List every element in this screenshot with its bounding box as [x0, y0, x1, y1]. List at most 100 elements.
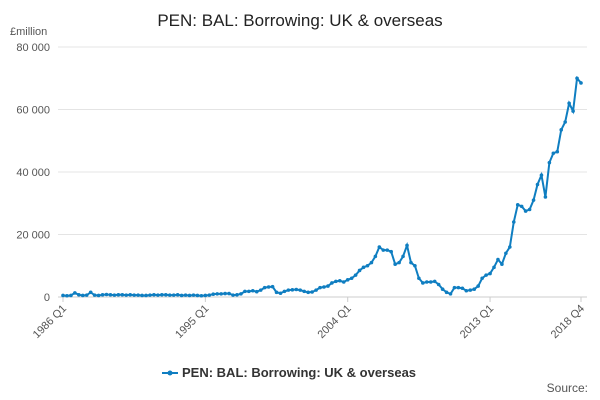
- data-point: [124, 293, 129, 297]
- data-point: [73, 291, 77, 295]
- y-tick-label: 40 000: [16, 167, 50, 179]
- data-point: [484, 273, 488, 277]
- data-point: [322, 285, 326, 289]
- data-point: [88, 290, 93, 295]
- data-point: [373, 254, 378, 259]
- data-point: [227, 291, 231, 296]
- data-point: [164, 293, 168, 297]
- data-point: [334, 279, 338, 284]
- data-point: [575, 76, 579, 81]
- data-point: [298, 288, 303, 292]
- data-point: [294, 287, 299, 292]
- data-point: [183, 293, 188, 297]
- data-point: [421, 281, 425, 285]
- legend-marker: [167, 370, 173, 376]
- data-point: [112, 293, 117, 297]
- data-point: [488, 271, 492, 276]
- y-tick-label: 0: [44, 292, 50, 304]
- data-point: [492, 265, 496, 270]
- data-point: [77, 293, 81, 297]
- data-point: [262, 285, 267, 290]
- data-point: [100, 293, 105, 297]
- data-point: [460, 286, 465, 291]
- source: Source:: [547, 381, 588, 395]
- data-point: [286, 288, 291, 292]
- data-point: [500, 262, 504, 266]
- data-point: [152, 293, 156, 297]
- data-point: [310, 290, 314, 294]
- x-tick-label: 1986 Q1: [31, 303, 69, 341]
- data-point: [171, 293, 176, 297]
- data-point: [539, 173, 544, 177]
- data-point: [243, 289, 247, 294]
- data-point: [203, 293, 208, 298]
- data-point: [508, 245, 512, 249]
- y-tick-label: 60 000: [16, 105, 50, 117]
- x-tick-label: 2004 Q1: [315, 303, 353, 341]
- data-point: [120, 293, 125, 297]
- data-point: [254, 289, 259, 294]
- data-point: [440, 287, 445, 291]
- data-point: [515, 203, 520, 207]
- data-point: [282, 289, 287, 294]
- data-point: [330, 281, 334, 285]
- data-point: [274, 290, 279, 295]
- data-point: [543, 195, 548, 199]
- data-point: [444, 290, 449, 295]
- data-point: [523, 209, 528, 213]
- data-point: [417, 276, 421, 281]
- data-point: [318, 285, 322, 290]
- data-point: [65, 293, 69, 298]
- data-point: [258, 288, 263, 292]
- data-point: [337, 278, 342, 283]
- data-point: [302, 289, 307, 294]
- data-point: [326, 284, 330, 288]
- data-point: [456, 285, 461, 290]
- data-point: [175, 293, 180, 297]
- x-tick-label: 2013 Q1: [458, 303, 496, 341]
- chart-title: PEN: BAL: Borrowing: UK & overseas: [157, 11, 442, 30]
- data-point: [231, 293, 235, 297]
- data-point: [80, 293, 85, 298]
- data-point: [160, 293, 164, 297]
- data-point: [361, 265, 366, 270]
- data-point: [504, 251, 508, 256]
- data-point: [436, 282, 441, 287]
- data-point: [567, 101, 571, 106]
- data-point: [349, 276, 354, 281]
- data-point: [84, 293, 89, 297]
- data-point: [223, 291, 227, 296]
- data-point: [555, 149, 560, 154]
- data-point: [535, 182, 540, 187]
- data-point: [195, 293, 200, 298]
- data-point: [496, 257, 500, 262]
- data-point: [219, 292, 223, 296]
- data-point: [413, 263, 417, 268]
- data-point: [476, 284, 480, 288]
- data-point: [365, 263, 370, 268]
- data-point: [247, 289, 251, 294]
- x-tick-label: 1995 Q1: [173, 303, 211, 341]
- data-point: [397, 260, 401, 265]
- data-point: [571, 109, 575, 113]
- data-point: [251, 288, 255, 293]
- data-point: [341, 280, 346, 284]
- legend-label: PEN: BAL: Borrowing: UK & overseas: [182, 365, 416, 380]
- data-point: [551, 151, 556, 156]
- data-point: [381, 248, 386, 252]
- data-point: [464, 288, 469, 293]
- y-axis-label: £million: [10, 26, 47, 38]
- data-point: [136, 293, 140, 297]
- data-point: [369, 260, 374, 265]
- data-point: [92, 293, 97, 297]
- data-point: [306, 290, 310, 295]
- data-point: [132, 293, 136, 297]
- data-point: [511, 220, 516, 224]
- data-point: [207, 293, 212, 297]
- data-point: [424, 280, 429, 284]
- y-tick-label: 80 000: [16, 42, 50, 54]
- data-point: [290, 288, 295, 292]
- x-tick-label: 2018 Q4: [549, 303, 587, 341]
- data-point: [167, 293, 172, 297]
